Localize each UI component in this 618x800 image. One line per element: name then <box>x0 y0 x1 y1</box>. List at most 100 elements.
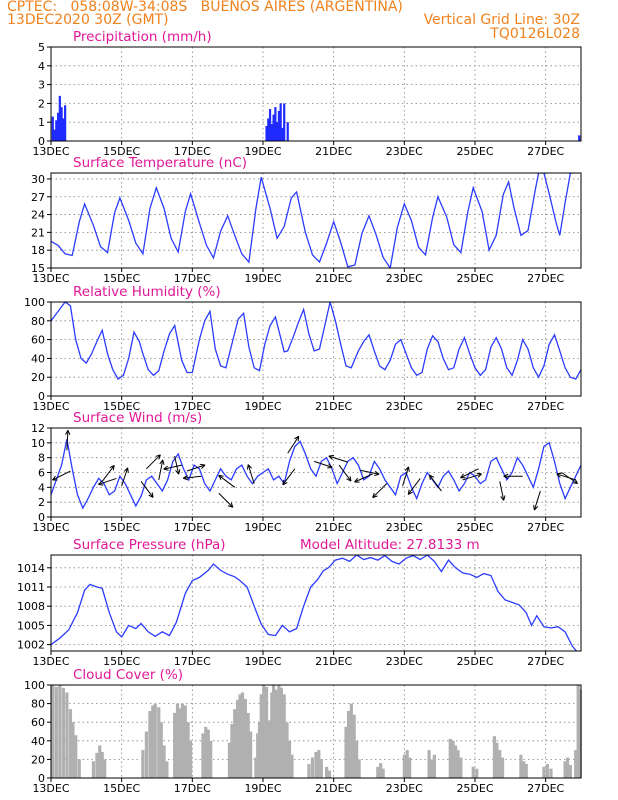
panel-title: Relative Humidity (%) <box>73 284 221 300</box>
bar <box>270 124 273 141</box>
bar <box>91 761 95 778</box>
x-tick-label: 25DEC <box>456 521 493 534</box>
x-tick-label: 23DEC <box>386 521 423 534</box>
bar <box>346 711 351 778</box>
panel-title: Surface Temperature (nC) <box>73 155 247 171</box>
y-tick-label: 4 <box>38 481 45 494</box>
bar <box>281 127 284 141</box>
wind-arrow-head <box>123 467 129 473</box>
bar <box>317 750 321 778</box>
bar <box>74 735 78 778</box>
wind-arrow-head <box>282 479 288 486</box>
wind-arrow <box>247 464 255 484</box>
wind-arrow-head <box>218 474 224 481</box>
wind-arrow-head <box>65 430 71 436</box>
x-tick-label: 25DEC <box>456 655 493 668</box>
bar <box>98 745 102 778</box>
bar <box>563 761 567 778</box>
x-tick-label: 17DEC <box>174 400 211 413</box>
series-line <box>51 173 574 268</box>
wind-arrow-head <box>500 495 506 501</box>
y-tick-label: 4 <box>38 60 45 73</box>
bar <box>62 118 65 141</box>
x-tick-label: 21DEC <box>315 272 352 285</box>
bar <box>500 757 505 778</box>
wind-arrow-head <box>460 473 466 479</box>
bar <box>344 726 348 778</box>
bar <box>545 764 550 778</box>
x-tick-label: 17DEC <box>174 782 211 795</box>
x-tick-label: 27DEC <box>527 521 564 534</box>
bar <box>100 751 104 778</box>
bar <box>405 750 409 778</box>
bar <box>53 129 56 141</box>
wind-arrow <box>282 468 296 486</box>
panel-title: Cloud Cover (%) <box>73 667 183 683</box>
bar <box>254 757 258 778</box>
panel-title: Surface Wind (m/s) <box>73 410 202 426</box>
header-run-date: 13DEC2020 30Z (GMT) <box>7 12 169 28</box>
header-grid-note: Vertical Grid Line: 30Z <box>423 12 580 28</box>
x-tick-label: 17DEC <box>174 272 211 285</box>
x-tick-label: 19DEC <box>244 521 281 534</box>
y-tick-label: 6 <box>38 467 45 480</box>
wind-arrow-head <box>175 469 181 475</box>
x-tick-label: 15DEC <box>103 521 140 534</box>
panel-title: Precipitation (mm/h) <box>73 29 212 45</box>
y-tick-label: 40 <box>31 735 45 748</box>
wind-arrow <box>314 460 333 468</box>
bar <box>310 757 315 778</box>
y-tick-label: 1011 <box>17 581 45 594</box>
bar <box>319 759 323 778</box>
y-tick-label: 60 <box>31 716 45 729</box>
bar <box>279 687 283 778</box>
panel-cloud: 0 20 40 60 80 100 13DEC 15DEC 17DEC 19DEC 21DEC 23D… <box>24 667 582 795</box>
x-tick-label: 21DEC <box>315 145 352 158</box>
y-tick-label: 20 <box>31 371 45 384</box>
panel-frame <box>50 554 582 652</box>
bar <box>578 135 581 141</box>
x-tick-label: 23DEC <box>386 655 423 668</box>
bar <box>257 722 262 778</box>
bar <box>204 726 208 778</box>
x-tick-label: 25DEC <box>456 400 493 413</box>
wind-arrow-head <box>346 476 352 482</box>
panel-rh: 0 20 40 60 80 100 13DEC 15DEC 17DEC 19DEC 21DEC 23D… <box>24 284 582 413</box>
bar <box>267 118 270 141</box>
x-tick-label: 19DEC <box>244 272 281 285</box>
x-tick-label: 23DEC <box>386 145 423 158</box>
x-tick-label: 25DEC <box>456 782 493 795</box>
wind-arrow <box>163 464 182 470</box>
wind-arrow <box>186 464 206 472</box>
bar <box>283 103 286 141</box>
wind-arrow-head <box>148 492 154 498</box>
x-tick-label: 15DEC <box>103 782 140 795</box>
y-tick-label: 60 <box>31 334 45 347</box>
bar <box>148 711 152 778</box>
wind-arrow-head <box>404 466 410 472</box>
header-station: CPTEC: 058:08W-34:08S BUENOS AIRES (ARGE… <box>7 0 403 15</box>
bar <box>71 722 75 778</box>
wind-arrow-head <box>163 465 169 471</box>
y-tick-label: 24 <box>31 209 45 222</box>
bar <box>272 114 275 141</box>
y-tick-label: 18 <box>31 244 45 257</box>
y-tick-label: 2 <box>38 496 45 509</box>
bar <box>272 685 276 778</box>
bar <box>451 740 455 778</box>
y-tick-label: 0 <box>38 135 45 148</box>
x-tick-label: 13DEC <box>32 400 69 413</box>
wind-arrow <box>101 465 115 482</box>
bar <box>256 733 260 778</box>
bar <box>290 754 294 778</box>
x-tick-label: 17DEC <box>174 655 211 668</box>
bar <box>314 751 318 778</box>
bar <box>286 122 289 141</box>
wind-arrow-head <box>227 502 234 508</box>
wind-arrow <box>407 478 421 495</box>
x-tick-label: 17DEC <box>174 521 211 534</box>
bar <box>287 740 292 778</box>
panel-wind: 0 2 46 8 10 12 13DEC 15DEC 17DEC 19DEC 21DEC 23DEC 2… <box>31 410 582 534</box>
y-tick-label: 0 <box>38 390 45 403</box>
bar <box>430 759 434 778</box>
